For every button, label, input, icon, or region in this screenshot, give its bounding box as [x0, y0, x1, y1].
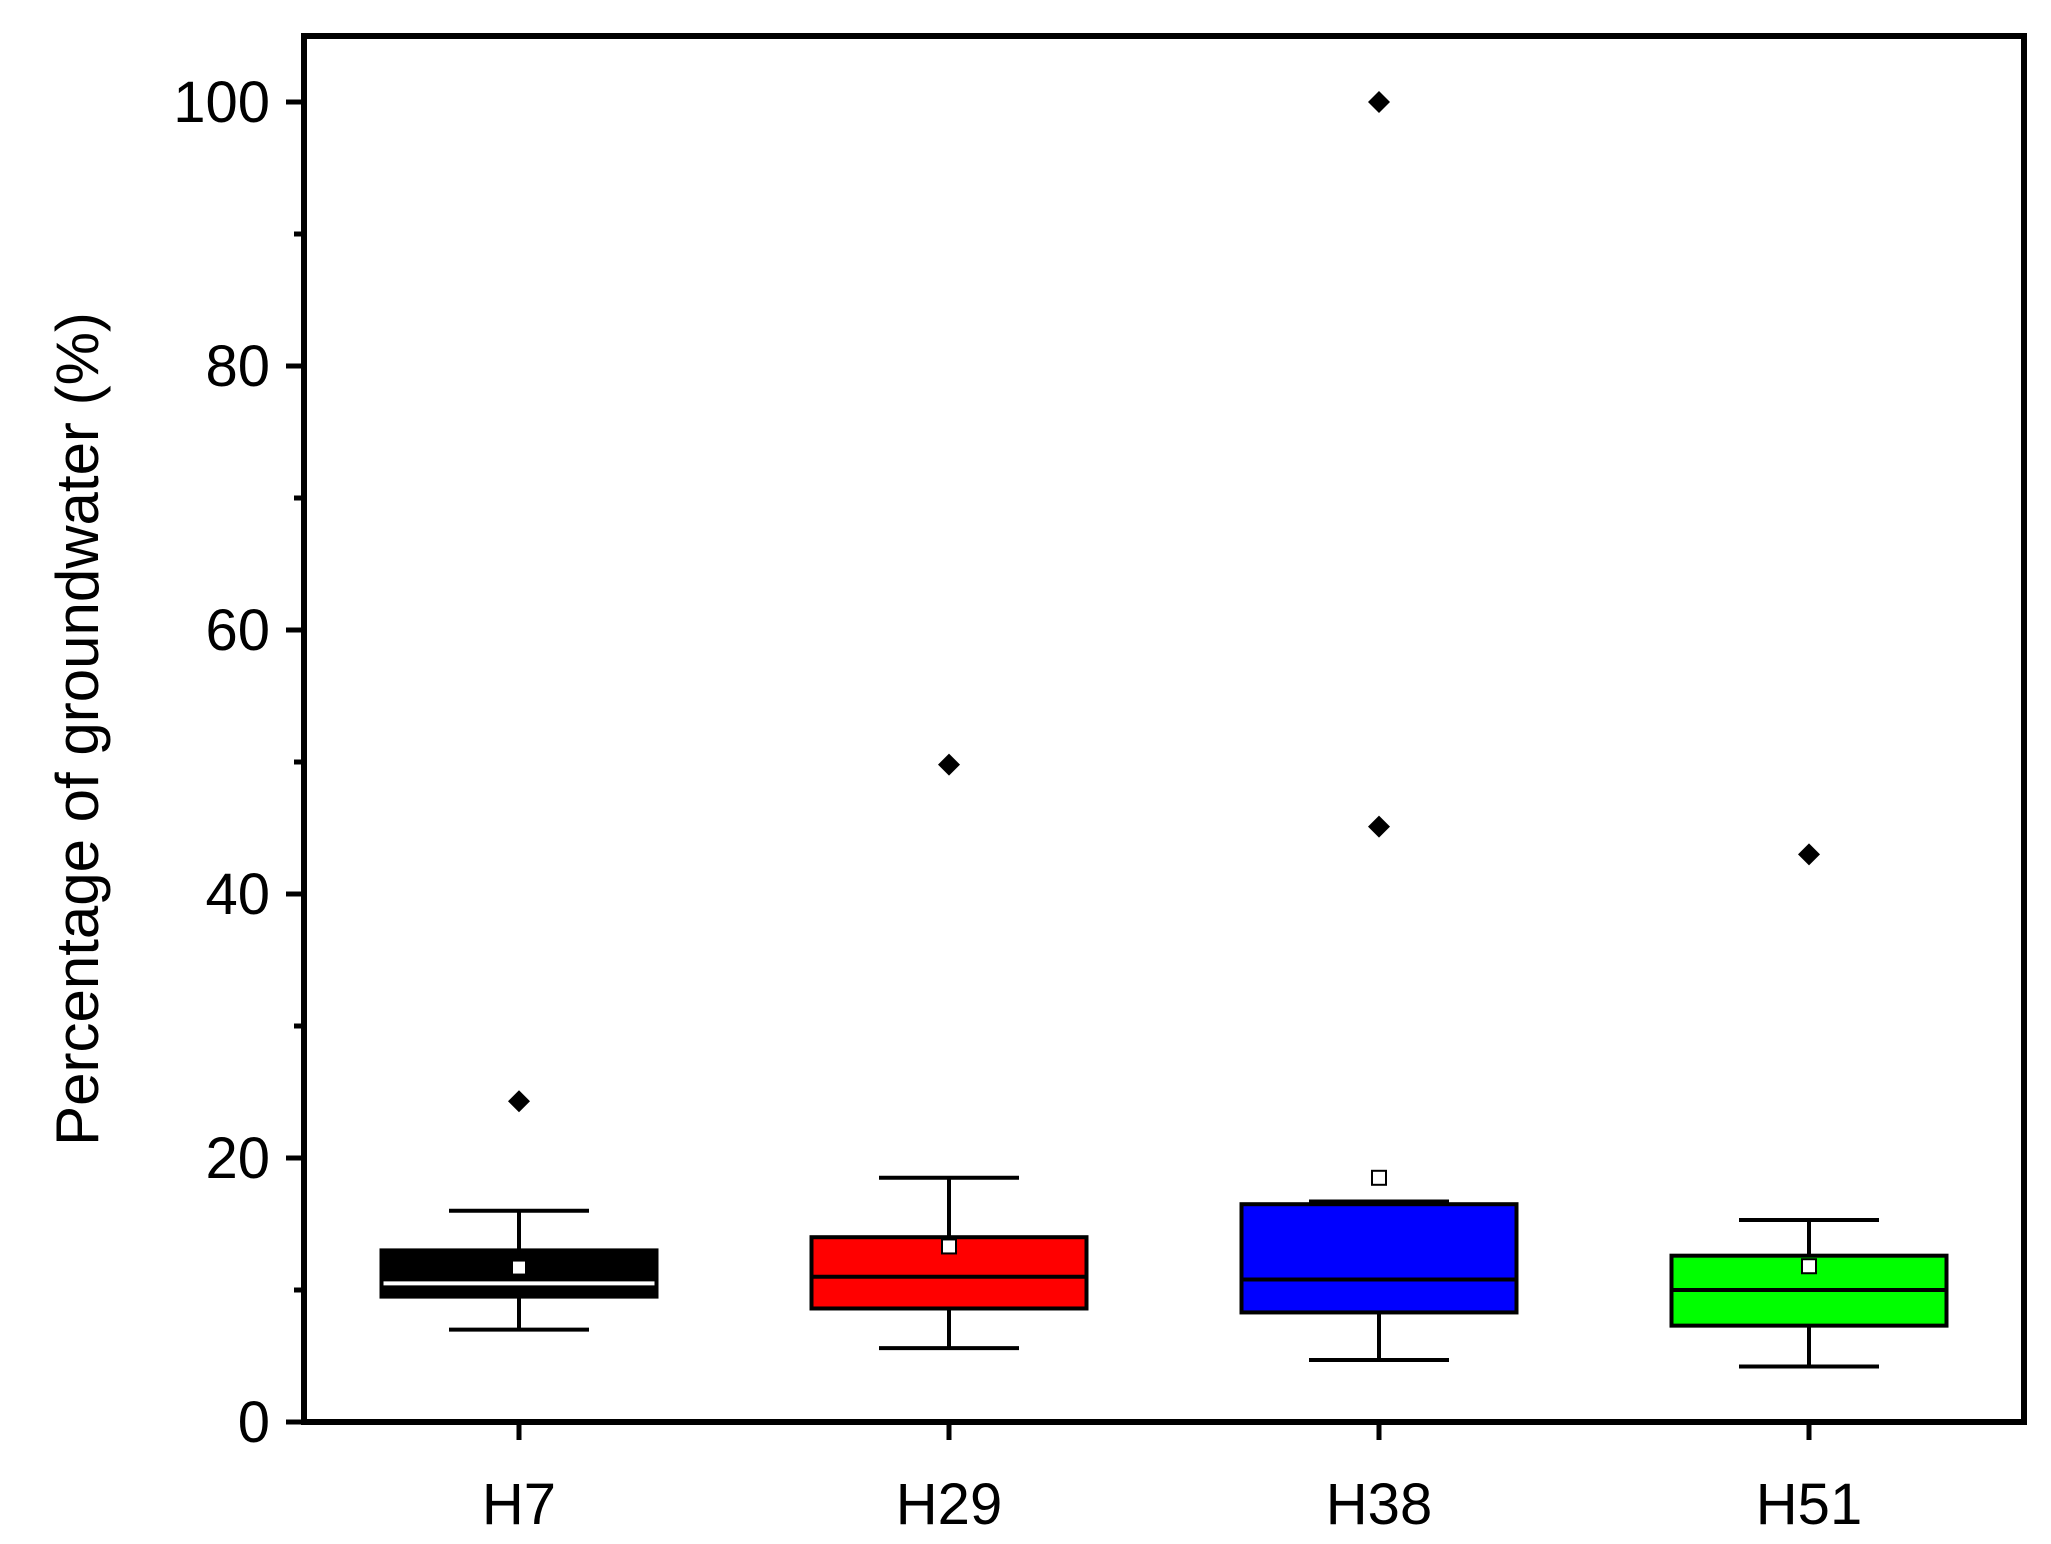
y-tick-label: 0: [238, 1390, 270, 1455]
y-tick-label: 100: [173, 70, 270, 135]
x-tick-label: H38: [1326, 1472, 1432, 1537]
mean-marker: [511, 1259, 527, 1276]
y-axis-title: Percentage of groundwater (%): [44, 312, 111, 1146]
x-tick-label: H29: [896, 1472, 1002, 1537]
y-tick-label: 80: [205, 334, 270, 399]
mean-marker: [1371, 1169, 1387, 1186]
y-tick-label: 40: [205, 862, 270, 927]
outlier-point: [1368, 815, 1390, 838]
y-tick-label: 20: [205, 1126, 270, 1191]
outlier-point: [508, 1090, 530, 1113]
mean-marker: [941, 1238, 957, 1255]
outlier-point: [1368, 91, 1390, 113]
outlier-point: [938, 753, 960, 776]
iqr-box: [1239, 1202, 1519, 1315]
mean-marker: [1801, 1258, 1817, 1275]
x-tick-label: H51: [1756, 1472, 1862, 1537]
ticks-layer: 0 20 40 60 80 100 H7 H29 H38 H51: [173, 70, 1862, 1537]
box-group-h51: [1669, 843, 1949, 1369]
box-group-h7: [379, 1090, 659, 1332]
plot-frame: [301, 33, 2027, 1425]
y-tick-label: 60: [205, 598, 270, 663]
box-group-h29: [809, 753, 1089, 1351]
boxes-layer: [379, 91, 1949, 1369]
x-tick-label: H7: [482, 1472, 556, 1537]
box-group-h38: [1239, 91, 1519, 1362]
outlier-point: [1798, 843, 1820, 866]
